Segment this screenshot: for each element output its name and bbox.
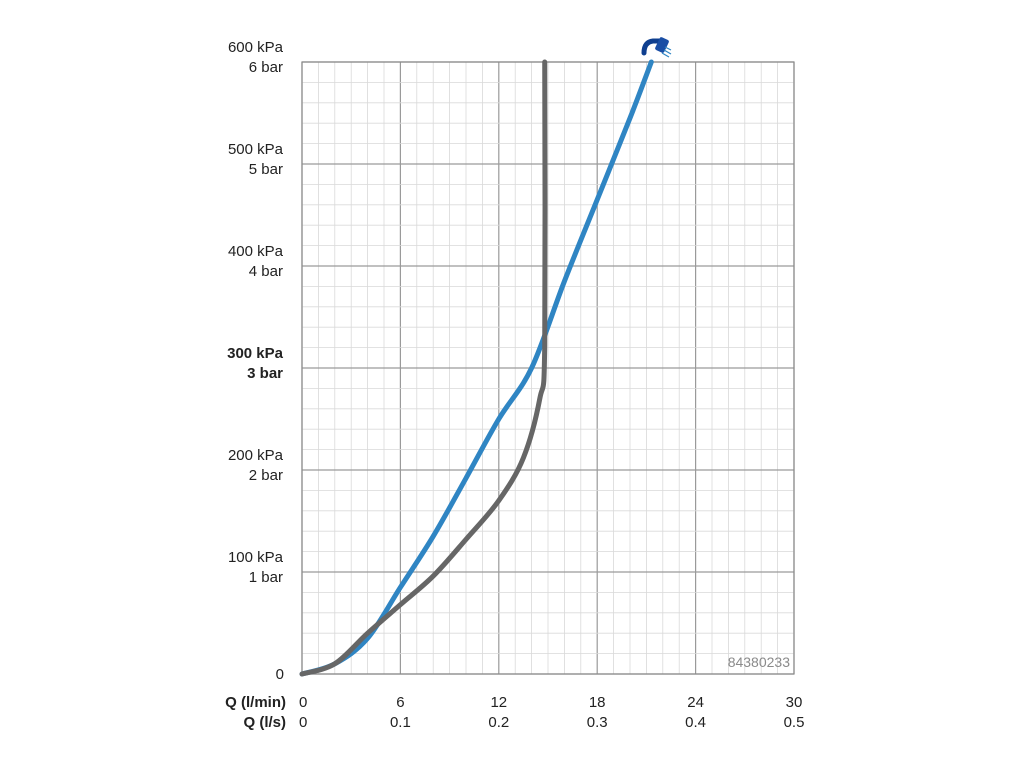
x-tick-label: 0.3 (587, 714, 608, 731)
x-tick-label: 0.2 (488, 714, 509, 731)
y-tick-label-bar: 3 bar (247, 365, 283, 382)
y-tick-label-kpa: 500 kPa (228, 141, 284, 158)
series-layer (299, 59, 654, 677)
x-tick-label: 12 (490, 694, 507, 711)
blue-series-line (299, 59, 654, 677)
y-tick-label-bar: 4 bar (249, 263, 283, 280)
shower-head-icon (641, 37, 672, 58)
x-axis-title: Q (l/min) (225, 694, 286, 711)
y-tick-label-bar: 2 bar (249, 467, 283, 484)
x-tick-label: 30 (786, 694, 803, 711)
label-layer: 0 100 kPa 1 bar 200 kPa 2 bar 300 kPa 3 bar 400… (225, 39, 804, 731)
y-tick-label-kpa: 300 kPa (227, 345, 284, 362)
product-code-label: 84380233 (728, 654, 791, 670)
y-tick-label-kpa: 400 kPa (228, 243, 284, 260)
y-tick-label-kpa: 200 kPa (228, 447, 284, 464)
x-tick-label: 24 (687, 694, 704, 711)
x-tick-label: 0.5 (784, 714, 805, 731)
y-tick-label-kpa: 600 kPa (228, 39, 284, 56)
x-tick-label: 0 (299, 694, 307, 711)
y-tick-label-bar: 1 bar (249, 569, 283, 586)
plot-frame (301, 61, 795, 675)
x-tick-label: 6 (396, 694, 404, 711)
x-axis-title: Q (l/s) (243, 714, 286, 731)
grid-layer (301, 61, 795, 675)
x-tick-label: 18 (589, 694, 606, 711)
gray-series-line (299, 59, 548, 677)
x-tick-label: 0.1 (390, 714, 411, 731)
y-tick-label-bar: 6 bar (249, 59, 283, 76)
y-tick-label-kpa: 100 kPa (228, 549, 284, 566)
y-tick-label-bar: 5 bar (249, 161, 283, 178)
x-tick-label: 0.4 (685, 714, 706, 731)
x-tick-label: 0 (299, 714, 307, 731)
y-tick-label: 0 (276, 666, 284, 683)
